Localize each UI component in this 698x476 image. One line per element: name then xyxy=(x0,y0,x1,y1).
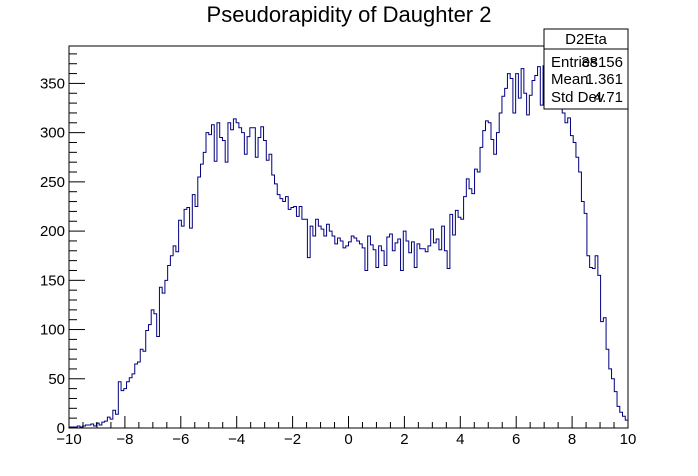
y-tick-label: 350 xyxy=(40,75,65,92)
y-axis-ticks xyxy=(69,53,85,429)
y-tick-label: 50 xyxy=(48,371,65,388)
stats-box-title: D2Eta xyxy=(565,31,607,48)
stats-mean-label: Mean xyxy=(551,71,589,88)
y-tick-label: 300 xyxy=(40,125,65,142)
x-tick-label: −2 xyxy=(284,431,301,448)
x-axis-ticks xyxy=(68,416,629,428)
stats-box: D2Eta Entries 38156 Mean 1.361 Std Dev 4… xyxy=(543,28,629,110)
y-tick-label: 0 xyxy=(57,420,65,437)
x-tick-label: 4 xyxy=(456,431,464,448)
stats-entries-value: 38156 xyxy=(581,54,623,71)
x-axis-tick-labels: −10 −8 −6 −4 −2 0 2 4 6 8 10 xyxy=(56,431,636,448)
x-tick-label: −6 xyxy=(172,431,189,448)
stats-stddev-value: 4.71 xyxy=(594,89,623,106)
y-axis-tick-labels: 0 50 100 150 200 250 300 350 xyxy=(40,75,65,437)
x-tick-label: 8 xyxy=(568,431,576,448)
stats-stddev-label: Std Dev xyxy=(551,89,605,106)
x-tick-label: 6 xyxy=(512,431,520,448)
x-tick-label: −8 xyxy=(116,431,133,448)
x-tick-label: −4 xyxy=(228,431,245,448)
x-tick-label: 0 xyxy=(344,431,352,448)
histogram-series xyxy=(68,65,629,428)
y-tick-label: 250 xyxy=(40,174,65,191)
x-tick-label: 10 xyxy=(620,431,637,448)
y-tick-label: 100 xyxy=(40,322,65,339)
y-tick-label: 200 xyxy=(40,223,65,240)
histogram-line xyxy=(68,65,629,428)
stats-mean-value: 1.361 xyxy=(585,71,623,88)
x-tick-label: −10 xyxy=(56,431,81,448)
chart-title: Pseudorapidity of Daughter 2 xyxy=(207,2,492,27)
y-tick-label: 150 xyxy=(40,272,65,289)
stats-box-frame xyxy=(543,28,629,110)
stats-entries-label: Entries xyxy=(551,54,598,71)
x-tick-label: 2 xyxy=(400,431,408,448)
